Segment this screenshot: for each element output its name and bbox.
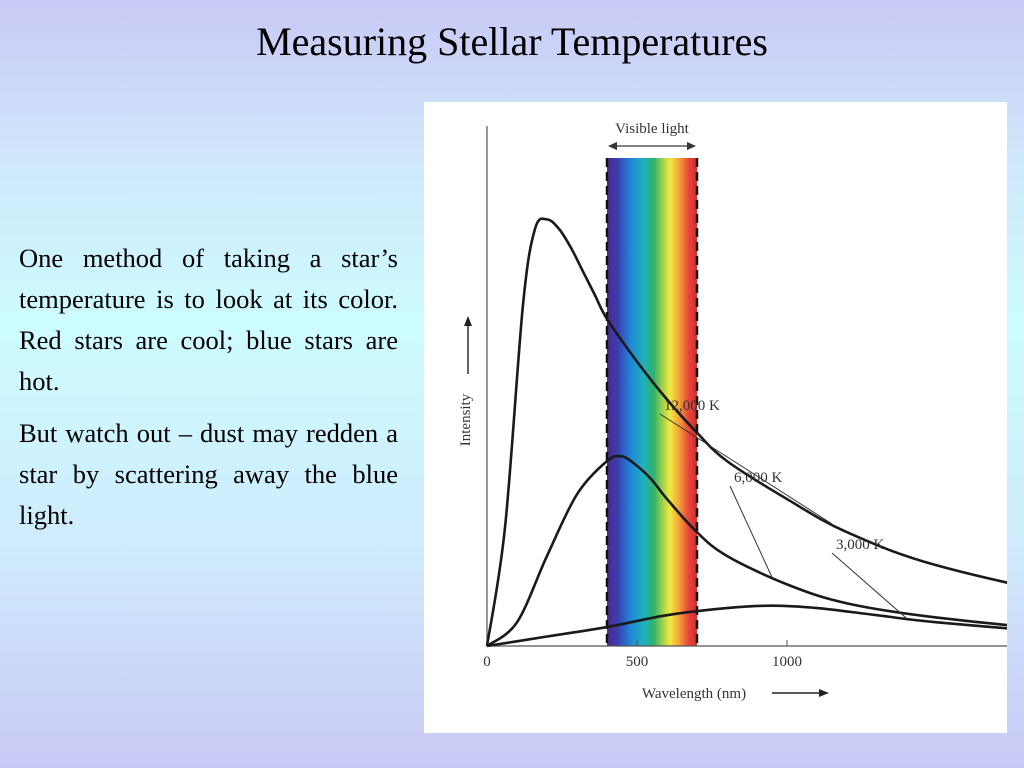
visible-band (607, 158, 697, 646)
blackbody-chart: Visible light 0500100020003000Wavelength… (458, 121, 1007, 702)
paragraph-color-method: One method of taking a star’s temperatur… (19, 243, 398, 396)
paragraph-dust-warning: But watch out – dust may redden a star b… (19, 418, 398, 530)
series-line-3000k (486, 604, 1007, 648)
x-axis-label-arrowhead (819, 689, 829, 697)
visible-light-label: Visible light (615, 121, 690, 137)
y-axis-label-arrowhead (464, 316, 472, 326)
y-axis-label: Intensity (458, 393, 474, 446)
series-label-leader-3000k (831, 552, 908, 620)
x-tick-label: 500 (626, 654, 649, 670)
series-label-3000k: 3,000 K (836, 537, 885, 553)
body-text: One method of taking a star’s temperatur… (19, 238, 398, 547)
x-axis-label: Wavelength (nm) (642, 686, 746, 702)
series-label-6000k: 6,000 K (734, 470, 783, 486)
series-label-12000k: 12,000 K (664, 398, 720, 414)
x-tick-label: 0 (483, 654, 491, 670)
visible-band-arrow-left (608, 142, 617, 150)
slide-title: Measuring Stellar Temperatures (256, 19, 768, 64)
x-tick-label: 1000 (772, 654, 802, 670)
series-line-6000k (486, 454, 1007, 648)
series-label-leader-6000k (729, 485, 773, 578)
visible-band-arrow-right (687, 142, 696, 150)
blackbody-figure: Visible light 0500100020003000Wavelength… (424, 102, 1007, 733)
series-label-leader-12000k (659, 413, 833, 525)
series-line-12000k (485, 217, 1007, 647)
